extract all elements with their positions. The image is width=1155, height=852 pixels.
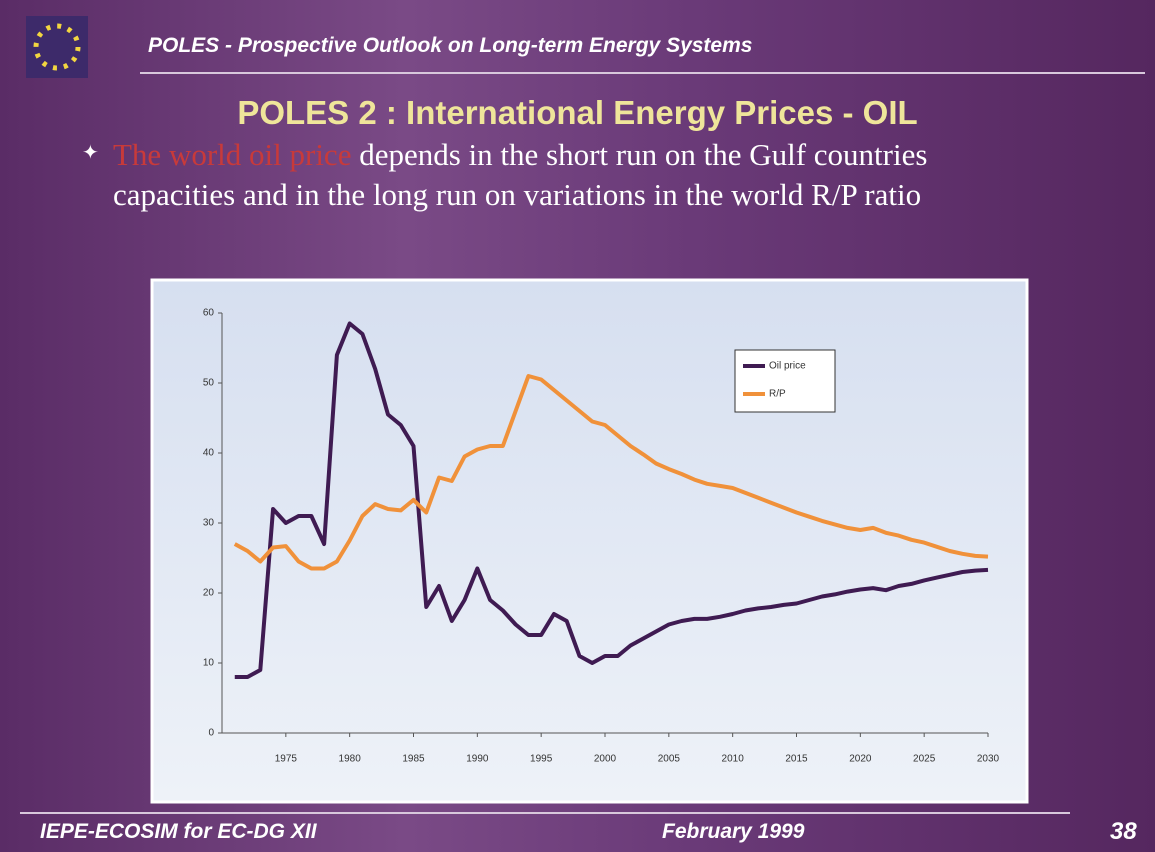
y-tick-label: 40: [203, 448, 215, 459]
y-tick-label: 10: [203, 658, 215, 669]
x-tick-label: 1990: [466, 754, 489, 765]
x-tick-label: 2025: [913, 754, 936, 765]
x-tick-label: 1980: [339, 754, 362, 765]
y-tick-label: 30: [203, 518, 215, 529]
x-tick-label: 2000: [594, 754, 617, 765]
x-tick-label: 2020: [849, 754, 872, 765]
bullet-text: depends in the short run on the Gulf cou…: [113, 137, 928, 212]
bullet-highlight: The world oil price: [113, 137, 352, 172]
y-tick-label: 20: [203, 588, 215, 599]
legend-box: [734, 349, 836, 413]
footer-rule: [20, 812, 1070, 814]
header-title: POLES - Prospective Outlook on Long-term…: [148, 34, 753, 57]
series-line: [233, 374, 989, 571]
y-tick-label: 50: [203, 378, 215, 389]
x-tick-label: 2030: [977, 754, 1000, 765]
x-tick-label: 2015: [785, 754, 808, 765]
footer-date: February 1999: [662, 820, 805, 843]
logo: [26, 16, 88, 78]
y-tick-label: 0: [208, 728, 214, 739]
y-tick-label: 60: [203, 308, 215, 319]
header-rule: [140, 72, 1145, 74]
x-tick-label: 2010: [722, 754, 745, 765]
bullet-icon: ✦: [82, 142, 99, 164]
page-number: 38: [1110, 818, 1137, 845]
chart-area: [150, 278, 1029, 804]
footer-left: IEPE-ECOSIM for EC-DG XII: [40, 820, 317, 843]
legend-label: R/P: [769, 389, 786, 400]
x-tick-label: 2005: [658, 754, 681, 765]
series-line: [234, 321, 989, 679]
logo-stars: [33, 23, 81, 71]
x-tick-label: 1975: [275, 754, 298, 765]
x-tick-label: 1995: [530, 754, 553, 765]
legend-label: Oil price: [769, 361, 806, 372]
x-tick-label: 1985: [402, 754, 425, 765]
bullet: The world oil price depends in the short…: [113, 135, 1043, 215]
slide-title: POLES 2 : International Energy Prices - …: [237, 94, 918, 131]
